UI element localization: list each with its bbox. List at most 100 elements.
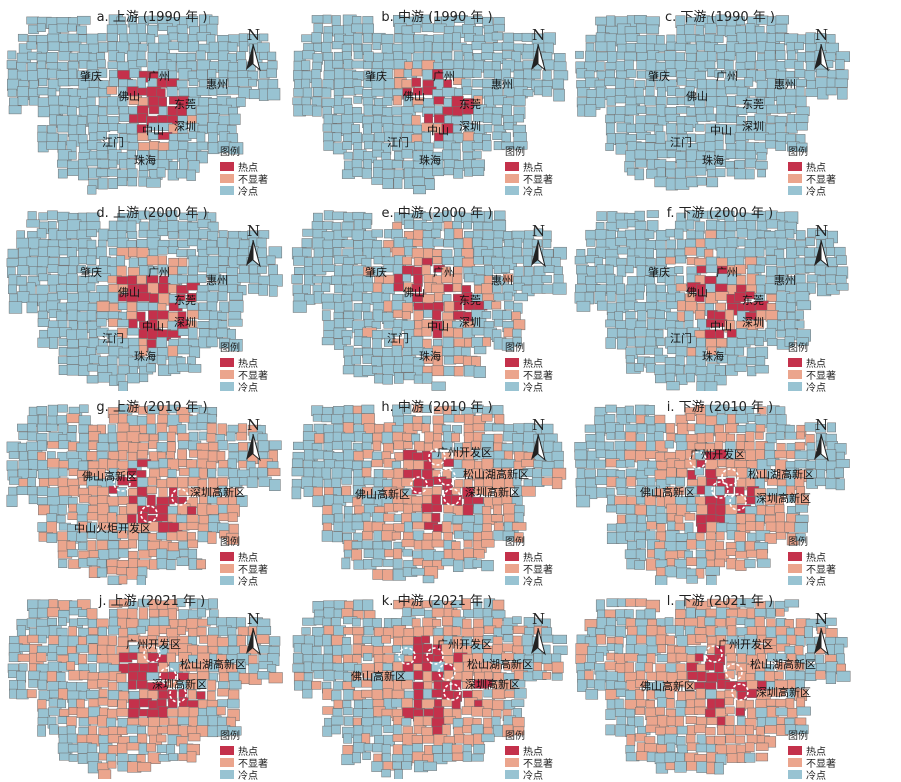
north-arrow-icon: N — [525, 416, 551, 464]
map-cell — [351, 541, 364, 549]
map-cell — [302, 247, 312, 258]
map-cell — [745, 742, 755, 753]
map-cell — [66, 273, 78, 285]
map-cell — [834, 59, 845, 70]
map-cell — [552, 634, 567, 644]
map-cell — [6, 460, 18, 471]
map-cell — [18, 644, 31, 652]
map-cell — [423, 248, 434, 260]
map-cell — [47, 274, 60, 286]
map-cell — [301, 643, 313, 656]
map-cell — [37, 469, 51, 479]
map-cell — [835, 69, 849, 80]
map-cell — [805, 672, 817, 681]
map-cell — [586, 440, 597, 450]
map-cell — [684, 24, 695, 37]
map-cell — [605, 319, 616, 328]
map-cell — [575, 643, 590, 656]
map-cell — [463, 221, 472, 230]
map-cell — [186, 751, 197, 763]
map-cell — [584, 469, 596, 478]
map-cell — [383, 513, 396, 522]
legend-label: 热点 — [806, 162, 826, 174]
map-cell — [784, 599, 800, 608]
map-cell — [694, 123, 705, 132]
map-cell — [107, 566, 118, 575]
map-cell — [177, 716, 190, 726]
map-cell — [68, 256, 80, 267]
map-panel-i: i. 下游 (2010 年 ) N 广州开发区 松山湖高新区 佛山高新区 深圳高新区 图例热… — [570, 390, 870, 588]
map-cell — [341, 114, 354, 125]
map-panel-a: a. 上游 (1990 年 ) N 肇庆 广州 惠州 佛山 东莞 中山 深圳 江门 珠海 图例 热点 不显… — [2, 0, 302, 198]
map-cell — [323, 140, 334, 151]
map-cell — [187, 41, 199, 53]
map-cell — [343, 59, 354, 70]
city-label: 广州 — [433, 266, 455, 279]
map-cell — [786, 634, 798, 646]
map-cell — [186, 169, 196, 181]
map-cell — [686, 539, 698, 550]
map-cell — [714, 762, 724, 775]
map-cell — [208, 142, 220, 155]
map-cell — [636, 423, 648, 433]
map-cell — [706, 575, 717, 585]
map-cell — [352, 626, 364, 636]
map-cell — [462, 86, 473, 95]
map-cell — [441, 521, 452, 533]
map-cell — [108, 178, 118, 189]
map-cell — [301, 238, 313, 248]
zone-label: 广州开发区 — [437, 446, 492, 459]
map-cell — [413, 374, 424, 384]
map-cell — [745, 423, 757, 433]
map-cell — [217, 291, 228, 301]
map-cell — [301, 60, 311, 71]
map-cell — [645, 134, 658, 143]
map-cell — [322, 725, 333, 737]
map-cell — [207, 531, 217, 544]
map-cell — [229, 300, 244, 313]
map-cell — [27, 477, 36, 487]
map-cell — [413, 328, 423, 337]
city-label: 江门 — [387, 332, 409, 345]
map-cell — [472, 559, 482, 568]
map-cell — [441, 558, 455, 567]
map-cell — [755, 431, 764, 440]
map-cell — [46, 423, 58, 432]
map-cell — [715, 302, 727, 311]
map-cell — [482, 337, 492, 347]
map-cell — [196, 50, 206, 61]
map-cell — [551, 673, 563, 681]
map-cell — [108, 159, 118, 168]
map-cell — [576, 468, 586, 480]
choropleth-map — [292, 598, 568, 779]
legend-label: 热点 — [238, 746, 258, 758]
map-cell — [392, 222, 403, 230]
map-cell — [78, 460, 89, 471]
map-cell — [206, 690, 216, 702]
legend-label: 冷点 — [523, 576, 543, 588]
map-cell — [88, 716, 98, 725]
map-cell — [422, 404, 432, 413]
map-cell — [128, 318, 138, 330]
city-label: 肇庆 — [648, 70, 670, 83]
map-cell — [197, 608, 207, 618]
map-cell — [796, 142, 808, 152]
map-cell — [236, 495, 248, 507]
map-cell — [432, 415, 445, 425]
map-cell — [208, 41, 219, 54]
map-cell — [462, 681, 474, 690]
map-cell — [432, 238, 444, 247]
map-cell — [228, 443, 239, 452]
map-cell — [96, 150, 108, 160]
map-cell — [635, 159, 647, 168]
map-cell — [209, 609, 219, 619]
map-cell — [333, 105, 346, 115]
city-label: 珠海 — [134, 350, 156, 363]
zone-label: 深圳高新区 — [465, 678, 520, 691]
map-cell — [705, 531, 716, 541]
map-cell — [574, 255, 588, 265]
map-cell — [675, 255, 687, 264]
north-letter: N — [247, 416, 261, 434]
map-cell — [393, 282, 404, 292]
map-cell — [343, 733, 353, 744]
